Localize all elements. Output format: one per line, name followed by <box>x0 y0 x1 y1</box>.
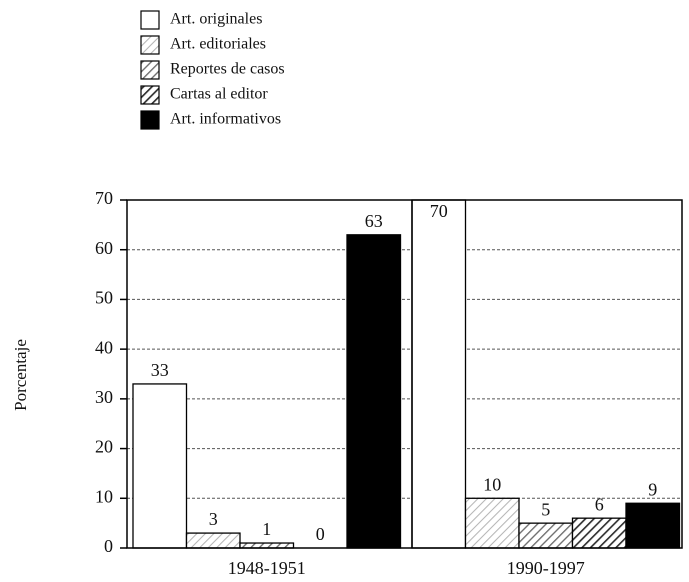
y-tick-label: 30 <box>95 387 113 407</box>
value-label: 70 <box>430 201 448 221</box>
y-axis-label: Porcentaje <box>11 339 30 411</box>
legend-label: Art. informativos <box>170 111 281 128</box>
legend-label: Art. originales <box>170 11 262 28</box>
bar <box>132 383 188 549</box>
value-label: 0 <box>316 524 325 544</box>
value-label: 1 <box>262 519 271 539</box>
y-tick-label: 40 <box>95 337 113 357</box>
legend-swatch <box>140 35 160 55</box>
value-label: 10 <box>483 474 501 494</box>
x-tick-label: 1990-1997 <box>507 558 585 578</box>
legend-label: Art. editoriales <box>170 36 266 53</box>
y-tick-label: 60 <box>95 238 113 258</box>
plot-frame <box>126 199 683 549</box>
bar <box>346 234 402 549</box>
value-label: 3 <box>209 509 218 529</box>
legend-swatch <box>140 110 160 130</box>
x-tick-label: 1948-1951 <box>228 558 306 578</box>
legend-label: Reportes de casos <box>170 61 285 78</box>
y-tick-label: 0 <box>104 536 113 556</box>
bar <box>571 517 627 549</box>
legend-swatch <box>140 85 160 105</box>
bar <box>464 497 520 549</box>
y-tick-label: 50 <box>95 288 113 308</box>
value-label: 5 <box>541 499 550 519</box>
bar <box>625 502 681 549</box>
y-tick-label: 20 <box>95 437 113 457</box>
legend-label: Cartas al editor <box>170 86 268 103</box>
bar <box>185 532 241 549</box>
value-label: 33 <box>151 360 169 380</box>
value-label: 63 <box>365 211 383 231</box>
legend-swatch <box>140 60 160 80</box>
bar <box>518 522 574 549</box>
y-tick-label: 10 <box>95 486 113 506</box>
value-label: 9 <box>648 479 657 499</box>
bar <box>411 199 467 549</box>
y-tick-label: 70 <box>95 188 113 208</box>
legend-swatch <box>140 10 160 30</box>
value-label: 6 <box>595 494 604 514</box>
